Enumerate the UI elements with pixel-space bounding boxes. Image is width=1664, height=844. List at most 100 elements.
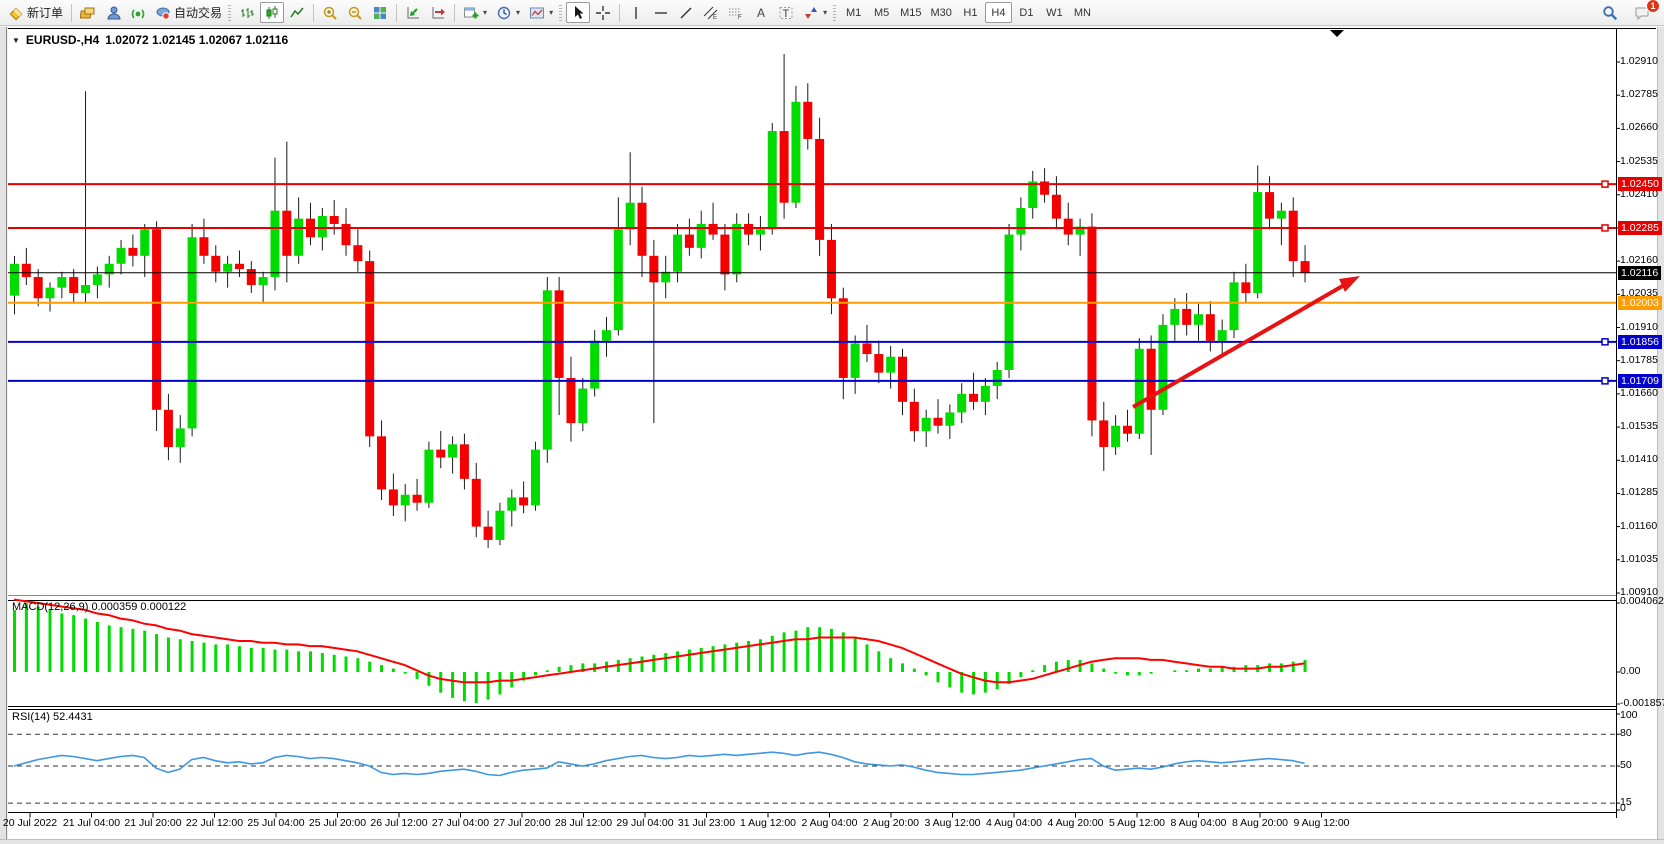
fibonacci-button[interactable]: F [724,2,748,23]
periods-button[interactable]: ▾ [492,2,524,23]
price-line-badge: 1.02116 [1618,265,1662,280]
price-line-badge: 1.01709 [1618,373,1662,388]
text-label-icon: T [779,6,793,20]
clock-icon [497,6,511,19]
trendline-icon [680,7,692,18]
text-button[interactable]: A [749,2,773,23]
autotrading-icon [156,7,170,20]
price-tick-label: 1.01285 [1620,486,1658,499]
price-line-badge: 1.02285 [1618,220,1662,235]
equidistant-channel-button[interactable]: E [699,2,723,23]
cursor-button[interactable] [566,2,591,23]
svg-text:F: F [738,15,742,21]
time-tick-label: 26 Jul 12:00 [370,817,428,829]
equidistant-channel-icon: E [703,6,718,21]
rsi-indicator-label: RSI(14) 52.4431 [12,711,93,723]
templates-button[interactable]: ▾ [525,2,557,23]
timeframe-mn-label: MN [1073,6,1091,19]
chart-symbol-period: EURUSD-,H4 [25,33,100,47]
macd-indicator-label: MACD(12,26,9) 0.000359 0.000122 [12,601,187,613]
autotrading-button[interactable]: 自动交易 [151,2,226,23]
collapse-icon[interactable]: ▼ [12,35,20,45]
price-tick-label: 1.01535 [1620,420,1658,433]
window-left-edge [0,27,7,844]
chart-shift-icon [432,6,446,18]
timeframe-m30-label: M30 [930,6,952,19]
line-chart-icon [290,7,304,17]
trendline-button[interactable] [674,2,698,23]
candlestick-chart-button[interactable] [260,2,285,23]
crosshair-button[interactable] [591,2,615,23]
timeframe-h4-button[interactable]: H4 [984,2,1012,23]
candles [10,54,1310,548]
chart-shift-marker [1330,30,1344,37]
price-lines [8,180,1616,385]
tile-windows-icon [374,6,387,19]
profiles-button[interactable] [101,2,125,23]
zoom-in-button[interactable] [318,2,342,23]
chat-button[interactable]: 1 [1630,0,1660,23]
new-order-button[interactable]: 新订单 [4,2,67,23]
candlestick-chart-icon [266,5,278,19]
autoscroll-icon [407,6,420,18]
time-tick-label: 1 Aug 12:00 [739,817,797,829]
price-tick-label: 1.01035 [1620,552,1658,565]
time-tick-label: 28 Jul 12:00 [554,817,613,829]
timeframe-d1-button[interactable]: D1 [1013,2,1040,23]
time-tick-label: 27 Jul 20:00 [493,817,551,829]
chart-shift-button[interactable] [426,2,450,23]
add-indicator-icon [464,7,479,18]
periods-caret: ▾ [516,8,521,17]
new-order-label: 新订单 [27,6,64,20]
line-chart-button[interactable] [285,2,309,23]
text-label-button[interactable]: T [774,2,798,23]
search-button[interactable] [1598,2,1622,23]
time-tick-label: 25 Jul 04:00 [247,817,305,829]
alerts-button[interactable] [126,2,150,23]
rsi-axis-label: 80 [1620,727,1632,740]
price-tick-label: 1.02160 [1620,254,1658,267]
zoom-in-icon [323,6,337,20]
time-tick-label: 2 Aug 20:00 [862,817,920,829]
timeframe-w1-label: W1 [1046,6,1063,19]
chart-background [8,27,1657,839]
chart-stack-icon [80,7,95,18]
rsi-axis-label: 0 [1620,802,1626,814]
price-tick-label: 1.01785 [1620,353,1658,366]
macd-axis-label: 0.00 [1620,665,1641,677]
timeframe-m5-button[interactable]: M5 [868,2,895,23]
crosshair-icon [596,5,611,20]
arrows-icon [805,6,818,19]
vertical-line-button[interactable] [624,2,648,23]
timeframe-m15-button[interactable]: M15 [896,2,925,23]
price-axis[interactable]: 1.029101.027851.026601.025351.024101.022… [1617,28,1664,818]
bar-chart-button[interactable] [235,2,259,23]
window-bottom-edge [0,839,1664,844]
timeframe-w1-button[interactable]: W1 [1041,2,1068,23]
radar-icon [131,8,145,19]
zoom-out-button[interactable] [343,2,367,23]
template-icon [530,7,545,18]
new-chart-button[interactable] [76,2,100,23]
chart-plot[interactable] [8,28,1657,818]
time-axis[interactable]: 20 Jul 2022 21 Jul 04:00 21 Jul 20:00 22 Ju… [3,814,1618,838]
timeframe-h1-button[interactable]: H1 [957,2,984,23]
timeframe-m1-label: M1 [845,6,862,19]
time-tick-label: 22 Jul 12:00 [185,817,244,829]
chart-ohlc-values: 1.02072 1.02145 1.02067 1.02116 [105,33,289,47]
timeframe-h1-label: H1 [963,6,978,19]
timeframe-mn-button[interactable]: MN [1069,2,1096,23]
timeframe-m1-button[interactable]: M1 [840,2,867,23]
price-tick-label: 1.01160 [1620,519,1658,532]
horizontal-line-button[interactable] [649,2,673,23]
autoscroll-button[interactable] [401,2,425,23]
templates-caret: ▾ [549,8,554,17]
cursor-icon [575,5,584,19]
arrows-caret: ▾ [823,8,828,17]
arrows-button[interactable]: ▾ [799,2,831,23]
tile-windows-button[interactable] [368,2,392,23]
timeframe-m30-button[interactable]: M30 [927,2,956,23]
add-indicator-button[interactable]: ▾ [459,2,491,23]
time-tick-label: 8 Aug 20:00 [1231,817,1289,829]
price-tick-label: 1.01660 [1620,386,1658,399]
